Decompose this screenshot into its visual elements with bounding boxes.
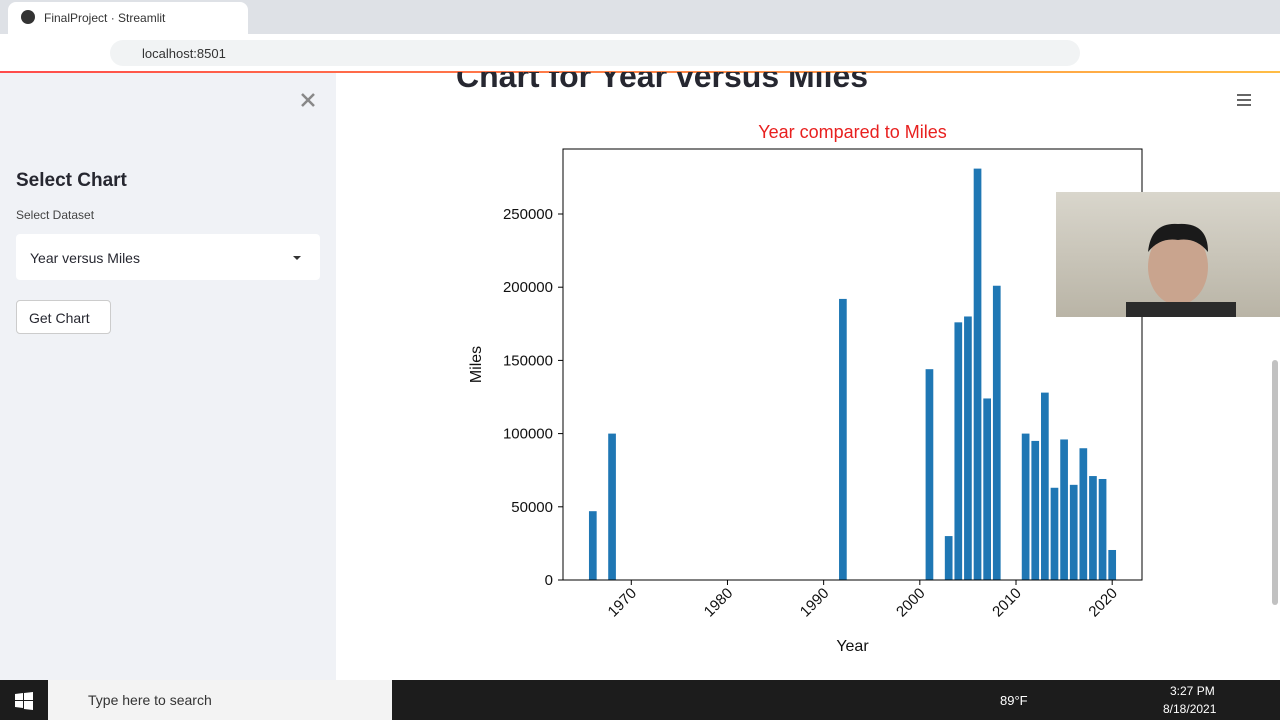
bar xyxy=(1041,392,1049,580)
address-bar[interactable]: localhost:8501 xyxy=(110,40,1080,66)
bar xyxy=(992,285,1001,580)
webcam-person xyxy=(1126,223,1236,317)
page-heading: Chart for Year versus Miles xyxy=(456,58,869,94)
tab-icon xyxy=(21,10,35,24)
x-tick-label: 1970 xyxy=(604,585,640,621)
clock-time: 3:27 PM xyxy=(1170,684,1215,698)
dropdown-arrow xyxy=(293,256,301,260)
bar xyxy=(983,398,991,580)
bar xyxy=(588,511,597,580)
bar xyxy=(925,369,934,580)
x-tick-label: 1990 xyxy=(797,585,833,621)
x-tick-label: 1980 xyxy=(701,585,737,621)
x-tick-label: 2000 xyxy=(893,585,929,621)
bar xyxy=(1098,478,1107,580)
bar xyxy=(1050,487,1059,580)
bar xyxy=(839,298,847,580)
chart: Year compared to Miles Year Miles 0 50000 100… xyxy=(468,122,1143,655)
y-tick-label: 200000 xyxy=(503,279,553,296)
y-tick-label: 0 xyxy=(545,572,553,589)
x-tick-label: 2010 xyxy=(989,585,1025,621)
bar xyxy=(1060,439,1068,580)
bar xyxy=(944,536,953,580)
bar xyxy=(1031,440,1040,580)
bar xyxy=(1021,433,1030,580)
browser-tab[interactable]: FinalProject · Streamlit xyxy=(8,2,248,34)
bar xyxy=(1108,549,1117,580)
sidebar xyxy=(0,73,336,680)
sidebar-title: Select Chart xyxy=(16,170,127,191)
y-tick-label: 100000 xyxy=(503,426,553,443)
x-tick-label: 2020 xyxy=(1085,585,1121,621)
dataset-select[interactable]: Year versus Miles xyxy=(16,234,320,280)
get-chart-button[interactable]: Get Chart xyxy=(16,300,111,334)
bar xyxy=(973,168,982,580)
y-axis-label: Miles xyxy=(468,346,485,383)
y-tick-label: 50000 xyxy=(511,499,553,516)
x-axis-label: Year xyxy=(836,638,869,655)
bar xyxy=(954,322,963,580)
chart-title: Year compared to Miles xyxy=(758,122,946,142)
bar xyxy=(1069,484,1078,580)
scrollbar[interactable] xyxy=(1272,360,1278,605)
header-decoration xyxy=(0,71,1280,73)
close-sidebar[interactable] xyxy=(300,92,316,108)
bar xyxy=(964,316,972,580)
y-tick-label: 150000 xyxy=(503,352,553,369)
bar xyxy=(1089,476,1097,580)
plot-frame xyxy=(562,148,1143,581)
start-button[interactable] xyxy=(14,691,34,711)
menu[interactable] xyxy=(1236,93,1252,107)
y-tick-label: 250000 xyxy=(503,206,553,223)
select-label: Select Dataset xyxy=(16,208,95,222)
clock-date: 8/18/2021 xyxy=(1163,702,1217,716)
bar xyxy=(608,433,616,580)
webcam-overlay xyxy=(1056,192,1280,317)
search-box[interactable]: Type here to search xyxy=(48,680,392,720)
bar xyxy=(1079,448,1088,580)
weather: 89°F xyxy=(1000,693,1028,708)
